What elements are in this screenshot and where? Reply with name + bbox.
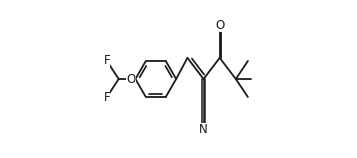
Text: F: F — [104, 55, 110, 67]
Text: N: N — [199, 123, 208, 136]
Text: O: O — [126, 73, 136, 85]
Text: O: O — [215, 19, 224, 32]
Text: F: F — [104, 91, 110, 103]
